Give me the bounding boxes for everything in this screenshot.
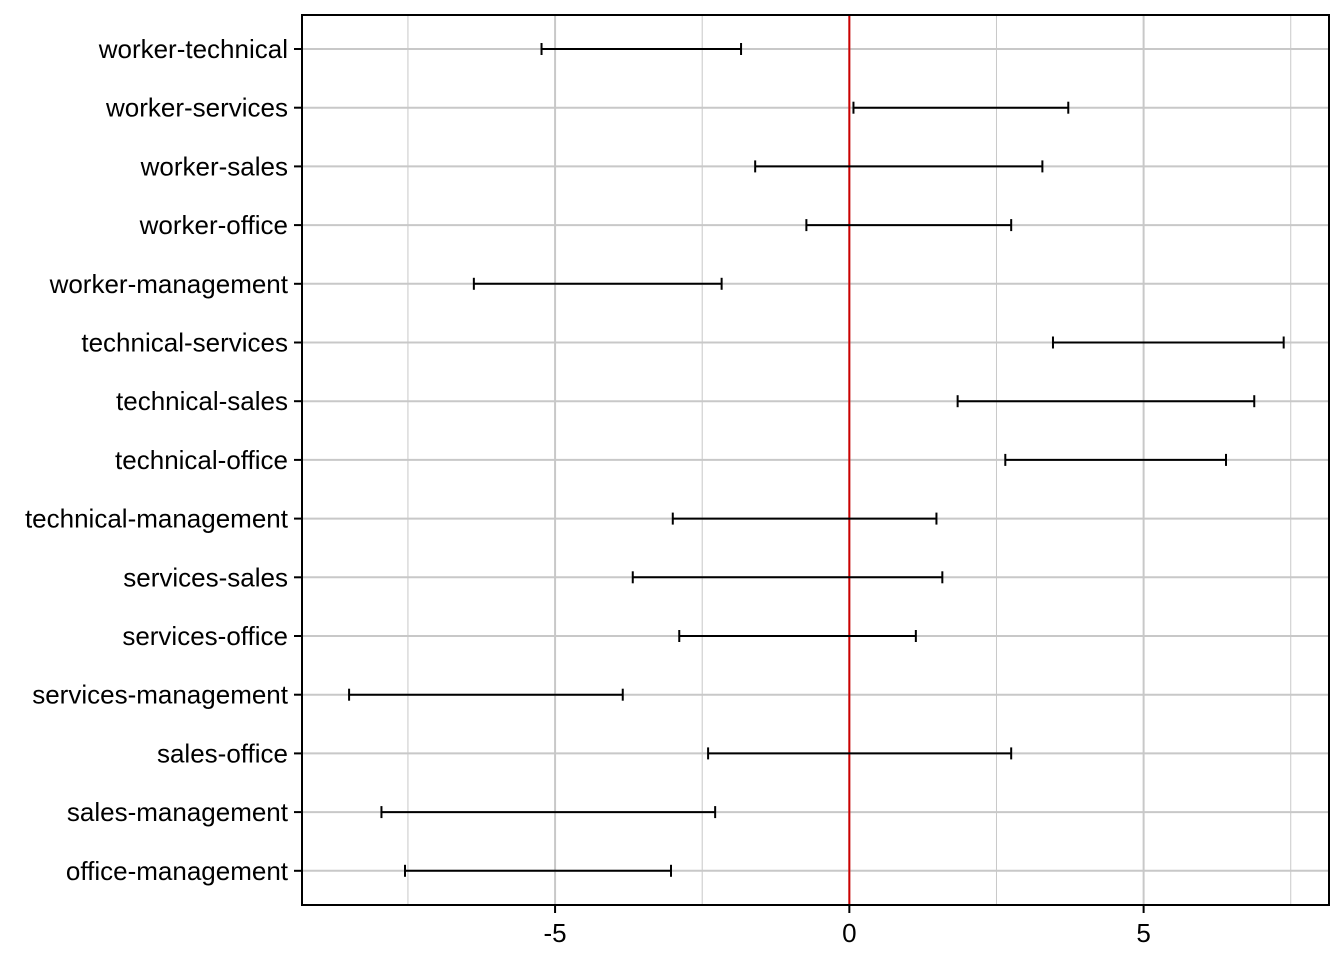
- interval-technical-office: [1004, 453, 1228, 466]
- y-tick-label: technical-office: [115, 445, 288, 475]
- y-tick-label: worker-sales: [140, 151, 288, 181]
- interval-technical-management: [671, 512, 938, 525]
- interval-worker-office: [805, 219, 1013, 232]
- y-tick-label: worker-office: [139, 210, 288, 240]
- y-axis-ticks: worker-technical worker-services worker-sa…: [25, 34, 302, 886]
- interval-services-sales: [631, 571, 944, 584]
- y-tick-label: sales-management: [67, 797, 289, 827]
- y-tick-label: sales-office: [157, 738, 288, 768]
- y-tick-label: services-sales: [123, 562, 288, 592]
- y-tick-label: office-management: [66, 856, 289, 886]
- interval-services-office: [678, 630, 917, 642]
- x-tick-label: 5: [1136, 918, 1150, 948]
- interval-sales-management: [380, 806, 717, 819]
- interval-technical-sales: [956, 395, 1256, 408]
- y-tick-label: technical-services: [81, 328, 288, 358]
- y-tick-label: services-management: [32, 680, 289, 710]
- interval-services-management: [348, 688, 624, 701]
- x-tick-label: 0: [842, 918, 856, 948]
- y-tick-label: worker-technical: [98, 34, 288, 64]
- interval-bars: [348, 43, 1285, 877]
- y-tick-label: services-office: [122, 621, 288, 651]
- y-tick-label: technical-management: [25, 504, 289, 534]
- x-axis-ticks: -5 0 5: [544, 905, 1151, 948]
- interval-sales-office: [707, 747, 1013, 760]
- y-tick-label: worker-management: [49, 269, 289, 299]
- interval-technical-services: [1051, 336, 1285, 349]
- y-tick-label: technical-sales: [116, 386, 288, 416]
- interval-worker-management: [472, 277, 723, 290]
- y-tick-label: worker-services: [105, 93, 288, 123]
- interval-office-management: [403, 864, 673, 877]
- interval-worker-sales: [754, 160, 1044, 173]
- x-tick-label: -5: [544, 918, 567, 948]
- interval-worker-services: [852, 101, 1070, 114]
- interval-worker-technical: [540, 43, 743, 55]
